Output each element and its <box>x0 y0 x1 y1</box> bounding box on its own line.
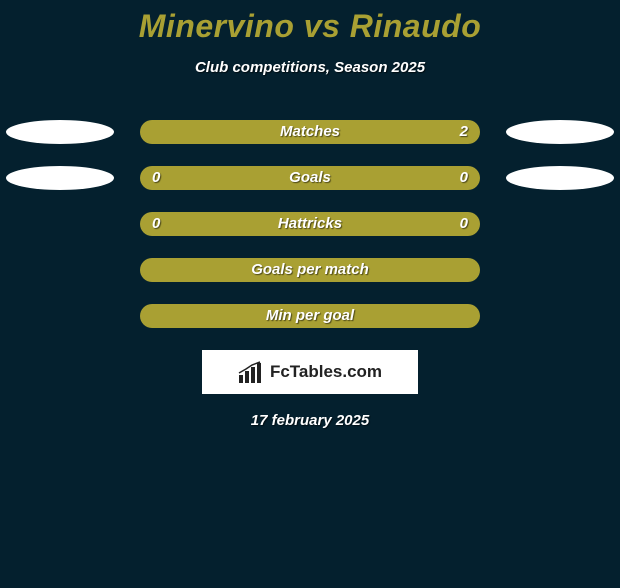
stat-row: Min per goal <box>0 304 620 328</box>
left-ellipse <box>6 120 114 144</box>
logo-suffix: Tables.com <box>290 362 382 381</box>
stat-pill <box>140 120 480 144</box>
stat-rows: Matches2 Goals00 Hattricks00 Goals per matc… <box>0 120 620 328</box>
stat-row: Goals per match <box>0 258 620 282</box>
stat-row: Goals00 <box>0 166 620 190</box>
logo-box: FcTables.com <box>202 350 418 394</box>
stat-pill <box>140 212 480 236</box>
right-ellipse <box>506 166 614 190</box>
stat-row: Hattricks00 <box>0 212 620 236</box>
date-line: 17 february 2025 <box>0 412 620 429</box>
right-ellipse <box>506 120 614 144</box>
subtitle: Club competitions, Season 2025 <box>0 59 620 76</box>
logo-prefix: Fc <box>270 362 290 381</box>
bar-chart-icon <box>238 361 264 383</box>
stat-pill <box>140 166 480 190</box>
logo-text: FcTables.com <box>270 362 382 382</box>
stat-pill <box>140 258 480 282</box>
stat-pill <box>140 304 480 328</box>
left-ellipse <box>6 166 114 190</box>
stat-row: Matches2 <box>0 120 620 144</box>
page-title: Minervino vs Rinaudo <box>0 8 620 45</box>
